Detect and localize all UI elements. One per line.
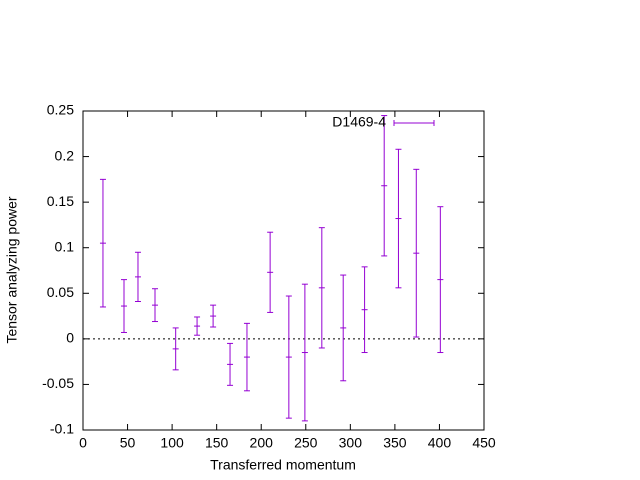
x-tick-label: 200 <box>250 435 274 451</box>
legend-label: D1469-4 <box>332 114 386 130</box>
x-tick-label: 300 <box>339 435 363 451</box>
x-tick-label: 50 <box>120 435 136 451</box>
y-tick-label: 0.25 <box>47 102 74 118</box>
y-tick-label: 0.1 <box>55 238 75 254</box>
x-tick-label: 150 <box>205 435 229 451</box>
plot-frame <box>82 110 485 431</box>
x-tick-label: 350 <box>383 435 407 451</box>
x-tick-label: 250 <box>294 435 318 451</box>
y-tick-label: -0.05 <box>42 375 74 391</box>
y-tick-label: 0 <box>66 330 74 346</box>
x-tick-label: 0 <box>79 435 87 451</box>
y-tick-label: 0.05 <box>47 284 74 300</box>
x-tick-label: 450 <box>472 435 496 451</box>
x-tick-label: 100 <box>160 435 184 451</box>
y-axis-label: Tensor analyzing power <box>4 196 20 343</box>
y-tick-label: 0.2 <box>55 147 75 163</box>
y-tick-label: 0.15 <box>47 193 74 209</box>
x-axis-label: Transferred momentum <box>210 457 356 473</box>
y-tick-label: -0.1 <box>50 421 74 437</box>
x-tick-label: 400 <box>428 435 452 451</box>
